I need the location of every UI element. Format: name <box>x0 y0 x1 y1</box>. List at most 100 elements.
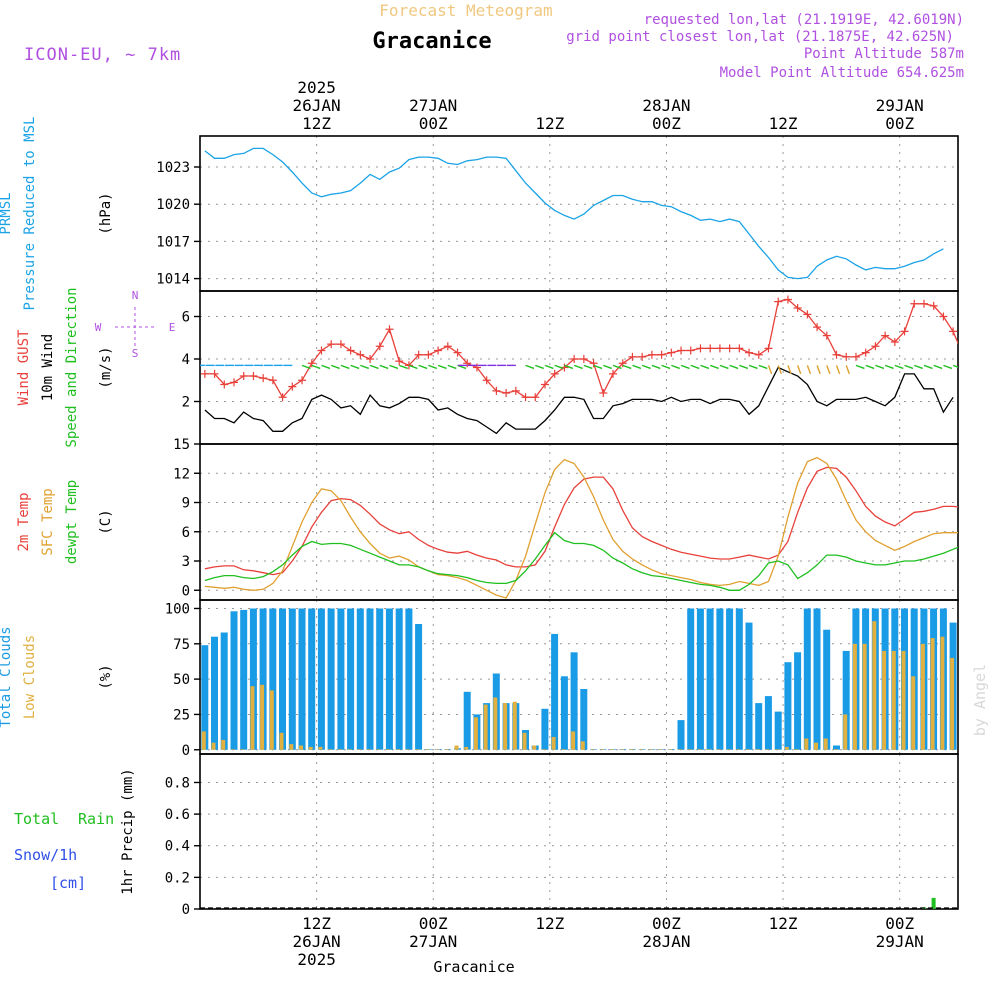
bar-total <box>833 745 840 750</box>
gust-marker <box>793 304 802 312</box>
bar-total <box>220 632 228 750</box>
y-tick-label: 9 <box>182 496 190 512</box>
y-tick-label: 15 <box>173 437 190 453</box>
gust-marker <box>375 342 384 351</box>
panel-title: Low Clouds <box>22 635 38 719</box>
panel-title: 10m Wind <box>40 334 56 401</box>
bar-low <box>260 684 265 750</box>
panel-title: [cm] <box>50 874 86 892</box>
wind-direction-arrow <box>680 364 690 370</box>
bar-low <box>221 739 226 750</box>
y-tick-label: 50 <box>173 672 190 688</box>
bar-total <box>580 689 588 750</box>
bar-low <box>367 749 371 750</box>
bar-low <box>639 749 644 750</box>
panel-title: Wind GUST <box>16 329 32 405</box>
y-tick-label: 100 <box>165 601 190 617</box>
bar-low <box>687 749 692 750</box>
wind-direction-arrow <box>612 364 622 370</box>
wind-direction-arrow <box>923 364 933 370</box>
top-time-label: 12Z <box>535 114 564 133</box>
wind-direction-arrow <box>845 365 850 375</box>
bar-low <box>600 749 605 750</box>
bar-low <box>551 737 556 750</box>
wind-direction-arrow <box>700 364 710 370</box>
super-title: Forecast Meteogram <box>379 1 552 20</box>
bar-low <box>736 749 741 750</box>
wind-direction-arrow <box>875 364 885 370</box>
plot-area <box>204 456 958 599</box>
gust-marker <box>638 352 647 361</box>
bottom-time-label: 12Z <box>769 914 798 933</box>
bar-total <box>240 609 248 750</box>
gust-marker <box>609 369 618 378</box>
wind-direction-arrow <box>787 365 792 375</box>
gust-marker <box>259 374 268 383</box>
bar-low <box>425 749 430 750</box>
bar-total <box>842 650 850 750</box>
panels: 1014 1017 1020 1023 (hPa) PRMSL Pressure Reduc… <box>0 117 959 918</box>
bar-low <box>833 749 838 750</box>
bar-low <box>464 746 469 750</box>
gust-marker <box>871 342 880 351</box>
y-axis-label: (m/s) <box>98 346 114 388</box>
compass-south: S <box>132 347 139 360</box>
gust-marker <box>725 344 734 353</box>
bar-total <box>395 608 403 750</box>
bar-low <box>396 749 401 750</box>
gust-marker <box>667 348 676 357</box>
bar-total <box>405 608 413 750</box>
gust-marker <box>929 301 938 310</box>
gust-marker <box>861 348 870 357</box>
compass-west: W <box>95 321 102 334</box>
top-time-label: 00Z <box>885 114 914 133</box>
wind-direction-arrow <box>544 364 554 370</box>
gust-marker <box>677 346 686 355</box>
wind-direction-arrow <box>952 364 958 368</box>
gust-marker <box>249 372 258 380</box>
top-time-label: 28JAN <box>642 96 690 115</box>
gust-marker <box>336 340 345 349</box>
gust-marker <box>813 323 822 332</box>
bar-total <box>706 608 714 750</box>
bar-total <box>288 608 296 750</box>
bottom-time-label: 28JAN <box>642 932 690 951</box>
y-tick-label: 0 <box>182 583 190 599</box>
bar-low <box>726 749 731 750</box>
gust-marker <box>570 355 579 363</box>
top-time-label: 29JAN <box>876 96 924 115</box>
wind-direction-arrow <box>767 365 773 375</box>
bar-total <box>337 608 345 750</box>
bar-low <box>668 749 673 750</box>
bar-low <box>386 749 391 750</box>
gust-marker <box>443 342 452 351</box>
wind-direction-arrow <box>622 364 632 370</box>
bar-low <box>493 697 498 750</box>
gust-marker <box>453 348 462 357</box>
bar-low <box>512 701 517 750</box>
gust-marker <box>268 376 277 385</box>
plot-area <box>201 608 957 750</box>
bar-low <box>775 749 780 750</box>
bottom-time-label: 00Z <box>652 914 681 933</box>
bar-low <box>920 643 925 750</box>
wind-direction-arrow <box>641 364 651 370</box>
bar-low <box>250 686 255 750</box>
y-tick-label: 0.6 <box>165 807 190 823</box>
bar-total <box>347 608 355 750</box>
series-line-gust <box>204 298 958 399</box>
wind-direction-arrow <box>389 364 399 370</box>
wind-direction-arrow <box>564 364 574 370</box>
series-line-dewpt <box>204 531 958 591</box>
gust-marker <box>832 350 841 359</box>
wind-direction-arrow <box>340 364 350 370</box>
gust-marker <box>521 393 530 402</box>
gust-marker <box>327 340 336 349</box>
bottom-time-label: 12Z <box>535 914 564 933</box>
bar-low <box>716 749 721 750</box>
wind-direction-arrow <box>398 364 408 370</box>
wind-direction-arrow <box>739 364 749 370</box>
bar-total <box>541 708 549 750</box>
gust-marker <box>356 350 365 359</box>
